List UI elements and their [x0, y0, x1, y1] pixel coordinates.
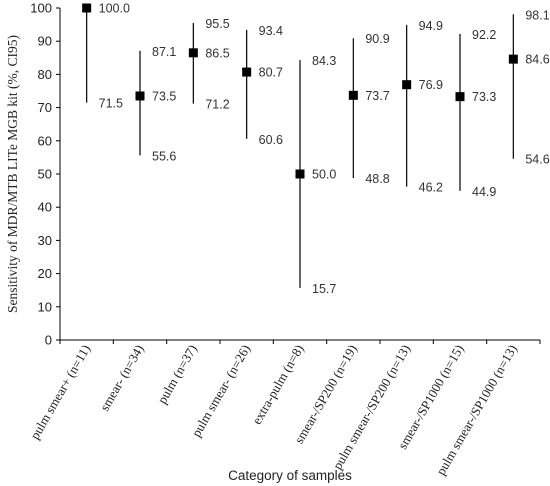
- category-label: pulm smear+ (n=11): [27, 342, 93, 442]
- x-axis: [59, 339, 541, 344]
- lower-ci-label: 60.6: [259, 133, 283, 147]
- data-point: [188, 48, 198, 58]
- data-point: [135, 91, 145, 101]
- value-label: 84.6: [525, 53, 549, 67]
- lower-ci-label: 71.5: [99, 97, 123, 111]
- error-bars: [86, 8, 514, 288]
- category-labels: pulm smear+ (n=11) smear- (n=34) pulm (n=3…: [27, 342, 520, 478]
- category-label: pulm (n=37): [154, 342, 200, 406]
- value-label: 50.0: [312, 168, 336, 182]
- upper-ci-label: 95.5: [205, 17, 229, 31]
- lower-ci-label: 54.6: [525, 153, 549, 167]
- value-label: 73.7: [365, 89, 389, 103]
- lower-ci-label: 44.9: [472, 185, 496, 199]
- y-axis-title: Sensitivity of MDR/MTB LITe MGB kit (%, …: [5, 35, 20, 313]
- y-tick-label: 40: [38, 200, 52, 215]
- data-point: [348, 90, 358, 100]
- data-point: [295, 169, 305, 179]
- upper-ci-label: 84.3: [312, 54, 336, 68]
- upper-ci-label: 90.9: [365, 32, 389, 46]
- y-tick-label: 50: [38, 167, 52, 182]
- lower-ci-label: 55.6: [152, 149, 176, 163]
- data-points: [82, 3, 518, 179]
- data-point: [402, 80, 412, 90]
- y-axis: 0 10 20 30 40 50 60 70 80 90 100: [30, 1, 61, 348]
- upper-ci-label: 92.2: [472, 28, 496, 42]
- y-tick-label: 20: [38, 266, 52, 281]
- y-tick-label: 30: [38, 233, 52, 248]
- category-label: smear- (n=34): [97, 342, 147, 413]
- data-point: [242, 67, 252, 77]
- lower-ci-label: 46.2: [419, 181, 443, 195]
- lower-ci-label: 48.8: [365, 172, 389, 186]
- upper-ci-label: 94.9: [419, 19, 443, 33]
- value-label: 73.5: [152, 89, 176, 103]
- data-labels: 100.0 71.5 73.5 87.1 55.6 86.5 95.5 71.2 80.7 93.…: [99, 2, 550, 296]
- upper-ci-label: 93.4: [259, 24, 283, 38]
- value-label: 80.7: [259, 66, 283, 80]
- lower-ci-label: 71.2: [205, 98, 229, 112]
- y-tick-label: 100: [30, 1, 52, 16]
- y-tick-label: 0: [45, 333, 52, 348]
- value-label: 76.9: [419, 78, 443, 92]
- y-tick-label: 60: [38, 133, 52, 148]
- y-tick-label: 10: [38, 299, 52, 314]
- category-label: extra-pulm (n=8): [249, 342, 307, 427]
- y-tick-label: 70: [38, 100, 52, 115]
- data-point: [508, 54, 518, 64]
- value-label: 100.0: [99, 2, 130, 16]
- data-point: [455, 92, 465, 102]
- data-point: [82, 3, 92, 13]
- value-label: 86.5: [205, 46, 229, 60]
- upper-ci-label: 98.1: [525, 8, 549, 22]
- y-tick-label: 80: [38, 67, 52, 82]
- category-label: pulm smear- (n=26): [188, 342, 253, 439]
- lower-ci-label: 15.7: [312, 282, 336, 296]
- upper-ci-label: 87.1: [152, 45, 176, 59]
- x-axis-title: Category of samples: [228, 468, 352, 483]
- y-tick-label: 90: [38, 34, 52, 49]
- value-label: 73.3: [472, 90, 496, 104]
